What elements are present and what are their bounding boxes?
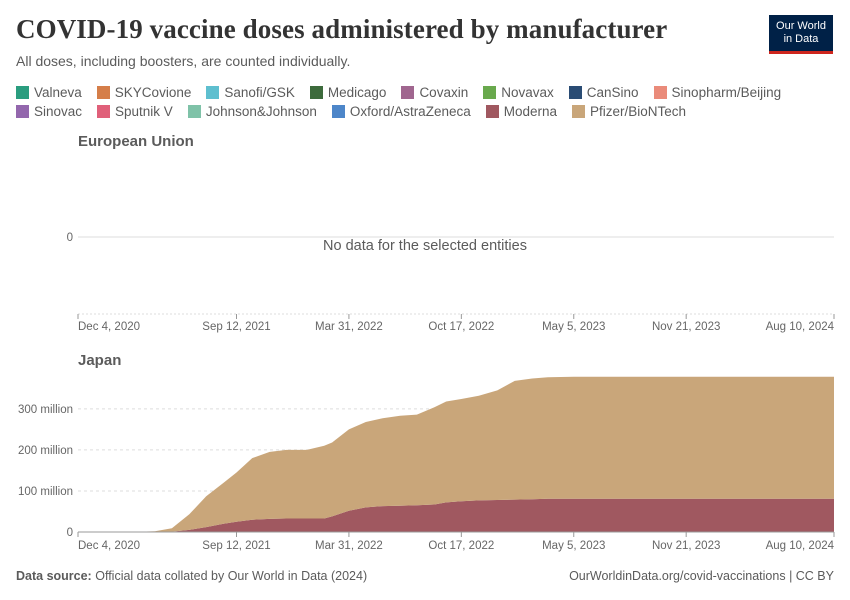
source-url-link[interactable]: OurWorldinData.org/covid-vaccinations | …	[569, 569, 834, 583]
legend-item-sinopharm-beijing[interactable]: Sinopharm/Beijing	[653, 85, 782, 100]
logo-line-2: in Data	[783, 33, 819, 45]
legend-swatch	[483, 86, 497, 99]
x-tick-label: Sep 12, 2021	[202, 540, 270, 552]
chart-title: COVID-19 vaccine doses administered by m…	[16, 14, 668, 44]
japan-y-tick-label: 300 million	[18, 404, 73, 416]
legend-label: Medicago	[327, 85, 387, 100]
x-tick-label: May 5, 2023	[542, 321, 605, 333]
x-tick-label: Nov 21, 2023	[652, 321, 720, 333]
legend-label: Valneva	[34, 85, 82, 100]
legend-item-medicago[interactable]: Medicago	[309, 85, 387, 100]
legend-swatch	[206, 86, 220, 99]
legend-label: Pfizer/BioNTech	[590, 104, 687, 119]
owid-logo[interactable]: Our World in Data	[769, 15, 833, 54]
legend-swatch	[568, 86, 582, 99]
facet-title-eu: European Union	[78, 133, 194, 150]
legend-label: Sinopharm/Beijing	[671, 85, 782, 100]
legend-item-skycovione[interactable]: SKYCovione	[96, 85, 192, 100]
legend-item-covaxin[interactable]: Covaxin	[401, 85, 468, 100]
x-tick-label: Aug 10, 2024	[766, 321, 835, 333]
legend-item-pfizer-biontech[interactable]: Pfizer/BioNTech	[572, 104, 686, 119]
legend-item-sinovac[interactable]: Sinovac	[16, 104, 82, 119]
legend-item-valneva[interactable]: Valneva	[16, 85, 82, 100]
x-tick-label: Dec 4, 2020	[78, 321, 140, 333]
legend-item-sanofi-gsk[interactable]: Sanofi/GSK	[206, 85, 295, 100]
eu-no-data-message: No data for the selected entities	[323, 238, 527, 254]
legend-swatch	[187, 105, 201, 118]
legend-label: SKYCovione	[114, 85, 192, 100]
japan-y-tick-label: 0	[67, 527, 73, 539]
legend-label: Johnson&Johnson	[205, 104, 317, 119]
legend-label: Sanofi/GSK	[224, 85, 295, 100]
x-tick-label: Oct 17, 2022	[428, 540, 494, 552]
legend-label: Moderna	[503, 104, 558, 119]
area-moderna	[78, 498, 834, 532]
x-tick-label: Mar 31, 2022	[315, 321, 383, 333]
x-tick-label: Nov 21, 2023	[652, 540, 720, 552]
legend-item-oxford-astrazeneca[interactable]: Oxford/AstraZeneca	[331, 104, 471, 119]
legend-label: Sinovac	[34, 104, 83, 119]
legend-label: CanSino	[586, 85, 639, 100]
legend-item-cansino[interactable]: CanSino	[568, 85, 639, 100]
legend-item-johnson-johnson[interactable]: Johnson&Johnson	[187, 104, 317, 119]
x-tick-label: Dec 4, 2020	[78, 540, 140, 552]
chart-subtitle: All doses, including boosters, are count…	[16, 53, 351, 69]
x-tick-label: Oct 17, 2022	[428, 321, 494, 333]
japan-y-tick-label: 100 million	[18, 486, 73, 498]
legend-label: Sputnik V	[115, 104, 173, 119]
logo-line-1: Our World	[776, 20, 826, 32]
x-tick-label: May 5, 2023	[542, 540, 605, 552]
legend-label: Novavax	[501, 85, 554, 100]
legend-swatch	[309, 86, 323, 99]
legend-row-1: Valneva SKYCovione Sanofi/GSK Medicago C…	[16, 83, 836, 102]
legend-item-novavax[interactable]: Novavax	[483, 85, 554, 100]
legend-swatch	[97, 105, 111, 118]
x-tick-label: Aug 10, 2024	[766, 540, 835, 552]
x-tick-label: Mar 31, 2022	[315, 540, 383, 552]
area-pfizer-biontech	[78, 376, 834, 532]
legend-swatch	[96, 86, 110, 99]
legend-swatch	[572, 105, 586, 118]
legend-label: Covaxin	[419, 85, 469, 100]
legend-swatch	[331, 105, 345, 118]
data-source: Data source: Official data collated by O…	[16, 569, 367, 583]
legend-swatch	[653, 86, 667, 99]
legend-label: Oxford/AstraZeneca	[349, 104, 471, 119]
legend-item-sputnik-v[interactable]: Sputnik V	[97, 104, 173, 119]
legend-swatch	[485, 105, 499, 118]
data-source-text: Official data collated by Our World in D…	[95, 569, 368, 583]
facet-title-japan: Japan	[78, 352, 121, 369]
legend-swatch	[401, 86, 415, 99]
x-tick-label: Sep 12, 2021	[202, 321, 270, 333]
legend-swatch	[16, 86, 29, 99]
legend: Valneva SKYCovione Sanofi/GSK Medicago C…	[16, 83, 836, 121]
legend-swatch	[16, 105, 29, 118]
data-source-label: Data source:	[16, 569, 92, 583]
eu-y-tick-label: 0	[67, 232, 73, 244]
legend-item-moderna[interactable]: Moderna	[485, 104, 558, 119]
japan-y-tick-label: 200 million	[18, 445, 73, 457]
legend-row-2: Sinovac Sputnik V Johnson&Johnson Oxford…	[16, 102, 836, 121]
